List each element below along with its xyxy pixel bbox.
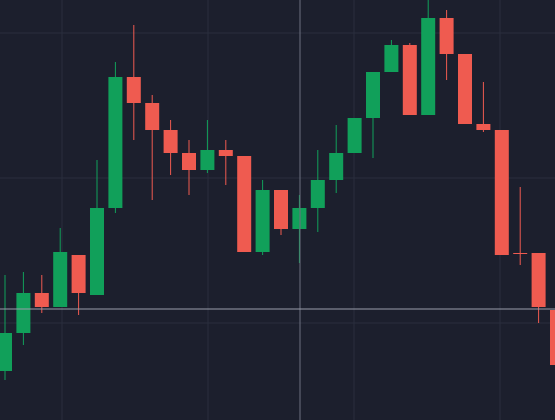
candle-body bbox=[90, 208, 104, 295]
candle-body bbox=[163, 130, 178, 153]
candle-body bbox=[0, 333, 12, 371]
candle-body bbox=[182, 153, 196, 170]
candle-body bbox=[384, 45, 399, 72]
candle-body bbox=[200, 150, 215, 170]
candle-body bbox=[550, 310, 555, 365]
candle-body bbox=[494, 130, 509, 255]
candle-body bbox=[366, 72, 380, 118]
candles bbox=[0, 0, 555, 380]
candle-body bbox=[439, 18, 454, 54]
candle-body bbox=[292, 208, 307, 229]
candle-body bbox=[310, 180, 325, 208]
candle-body bbox=[71, 255, 86, 293]
candle-body bbox=[476, 124, 491, 130]
candle-body bbox=[126, 77, 141, 103]
candle-body bbox=[531, 253, 546, 307]
candle-body bbox=[53, 252, 68, 307]
candle-body bbox=[237, 156, 252, 252]
candle-body bbox=[329, 153, 344, 180]
candle-body bbox=[274, 190, 288, 229]
candle-body bbox=[16, 293, 31, 333]
candle-body bbox=[421, 18, 436, 115]
candle-body bbox=[513, 253, 528, 254]
candle-body bbox=[255, 190, 270, 252]
candle-body bbox=[402, 45, 417, 115]
candle-body bbox=[218, 150, 233, 156]
candle-body bbox=[458, 54, 472, 124]
candle-body bbox=[34, 293, 49, 307]
candle-body bbox=[108, 77, 123, 208]
candle-body bbox=[347, 118, 362, 153]
candle-body bbox=[145, 103, 160, 130]
